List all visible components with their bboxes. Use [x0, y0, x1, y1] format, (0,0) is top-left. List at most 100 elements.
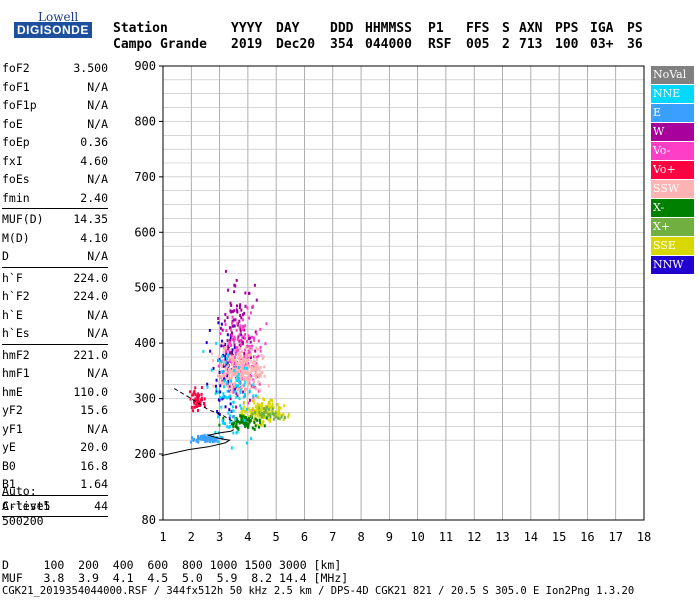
echo-point-nne — [227, 395, 230, 399]
echo-point-e — [212, 439, 215, 443]
echo-point-vo- — [250, 374, 253, 378]
echo-point-ssw — [255, 376, 258, 380]
echo-point-ssw — [239, 347, 242, 351]
echo-point-w — [239, 329, 242, 333]
echo-point-nne — [234, 384, 237, 388]
hdr-axn-label: AXN — [519, 21, 543, 36]
echo-point-ssw — [225, 346, 228, 350]
echo-point-e — [196, 437, 199, 441]
echo-point-ssw — [257, 380, 260, 384]
echo-point-e — [203, 436, 206, 440]
echo-point-ssw — [259, 365, 262, 369]
echo-point-nnw — [233, 388, 236, 392]
echo-point-w — [236, 323, 239, 327]
echo-point-w — [224, 312, 227, 316]
echo-point-e — [211, 436, 214, 440]
echo-point-w — [240, 308, 243, 312]
echo-point-nne — [214, 392, 217, 396]
echo-point-w — [249, 356, 252, 360]
echo-point-vo+ — [200, 396, 203, 400]
echo-point-w — [235, 405, 238, 409]
echo-point-nne — [235, 395, 238, 399]
hdr-pps-value: 100 — [555, 37, 579, 52]
echo-point-nne — [220, 405, 223, 409]
echo-point-ssw — [246, 378, 249, 382]
echo-point-x+ — [272, 413, 275, 417]
echo-point-nnw — [224, 357, 227, 361]
autoscaling-info: Auto: Artist5 500200 — [2, 484, 50, 529]
lowell-logo-text: Lowell — [38, 10, 79, 24]
echo-point-w — [249, 340, 252, 344]
echo-point-w — [240, 316, 243, 320]
legend-item: NoVal — [651, 66, 694, 84]
param-label: yF2 — [2, 403, 23, 417]
echo-point-w — [241, 313, 244, 317]
echo-point-ssw — [238, 346, 241, 350]
echo-point-ssw — [232, 354, 235, 358]
echo-point-ssw — [229, 390, 232, 394]
param-label: h`E — [2, 307, 23, 322]
hdr-p1-label: P1 — [428, 21, 444, 36]
echo-point-vo- — [234, 349, 237, 353]
echo-point-ssw — [248, 376, 251, 380]
echo-point-x+ — [258, 410, 261, 414]
echo-point-nne — [243, 383, 246, 387]
x-tick-label: 17 — [608, 530, 622, 544]
echo-point-nne — [224, 395, 227, 399]
echo-point-x+ — [265, 410, 268, 414]
echo-point-vo- — [236, 349, 239, 353]
echo-point-ssw — [237, 362, 240, 366]
param-label: M(D) — [2, 230, 30, 245]
echo-point-vo- — [244, 324, 247, 328]
echo-point-ssw — [240, 366, 243, 370]
echo-point-ssw — [260, 353, 263, 357]
echo-point-e — [211, 440, 214, 444]
echo-point-x+ — [278, 417, 281, 421]
echo-point-sse — [277, 409, 280, 413]
echo-point-nnw — [231, 348, 234, 352]
echo-point-x+ — [254, 410, 257, 414]
echo-point-vo+ — [193, 401, 196, 405]
hdr-pps-label: PPS — [555, 21, 579, 36]
echo-point-w — [229, 301, 232, 305]
echo-point-nne — [202, 349, 205, 353]
echo-point-vo+ — [197, 403, 200, 407]
echo-point-x- — [235, 417, 238, 421]
echo-point-ssw — [258, 375, 261, 379]
echo-point-nnw — [218, 398, 221, 402]
echo-point-vo- — [241, 318, 244, 322]
echo-point-vo- — [252, 338, 255, 342]
echo-point-ssw — [254, 366, 257, 370]
echo-point-sse — [252, 412, 255, 416]
echo-point-ssw — [267, 384, 270, 388]
echo-point-ssw — [245, 354, 248, 358]
legend-item: Vo+ — [651, 161, 694, 179]
echo-point-w — [233, 343, 236, 347]
echo-point-ssw — [242, 365, 245, 369]
param-row-4: foEp 0.36 — [2, 133, 108, 152]
echo-point-vo- — [247, 349, 250, 353]
echo-point-nnw — [215, 378, 218, 382]
hdr-ffs-label: FFS — [466, 21, 490, 36]
echo-point-ssw — [250, 348, 253, 352]
echo-point-ssw — [231, 363, 234, 367]
auto-label: Auto: — [2, 484, 37, 498]
echo-point-vo- — [227, 342, 230, 346]
echo-point-sse — [257, 395, 260, 399]
echo-point-sse — [279, 406, 282, 410]
param-value: 14.35 — [73, 212, 108, 226]
x-tick-label: 12 — [467, 530, 481, 544]
echo-point-w — [223, 319, 226, 323]
echo-point-w — [227, 288, 230, 292]
footer-d-row: D 100 200 400 600 800 1000 1500 3000 [km… — [2, 558, 342, 572]
param-separator — [2, 516, 108, 517]
echo-point-w — [241, 341, 244, 345]
echo-point-vo+ — [189, 390, 192, 394]
echo-point-x+ — [277, 416, 280, 420]
echo-point-nnw — [219, 384, 222, 388]
echo-point-vo- — [252, 385, 255, 389]
legend-item: Vo- — [651, 142, 694, 160]
x-tick-label: 1 — [159, 530, 166, 544]
hdr-ps-value: 36 — [627, 37, 643, 52]
echo-point-nne — [254, 394, 257, 398]
